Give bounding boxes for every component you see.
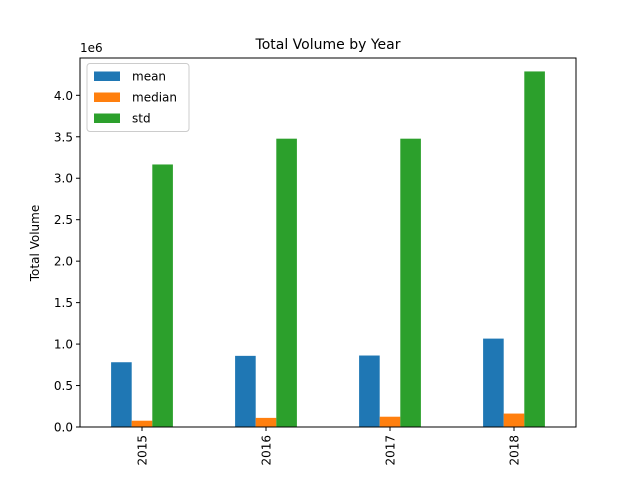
bar-median-2018	[503, 413, 525, 427]
x-axis-ticks: 2015 2016 2017 2018	[136, 427, 522, 466]
y-tick-label: 0.5	[54, 379, 73, 393]
y-tick-label: 2.0	[54, 255, 73, 269]
y-tick-label: 1.0	[54, 338, 73, 352]
bar-median-2017	[379, 416, 401, 427]
legend-label-median: median	[132, 91, 177, 105]
bar-median-2016	[255, 417, 277, 427]
bar-median-2015	[131, 420, 153, 427]
y-tick-label: 0.0	[54, 421, 73, 435]
bar-std-2017	[400, 138, 421, 427]
bar-mean-2018	[483, 338, 504, 427]
legend-swatch-median	[94, 92, 120, 102]
legend-swatch-std	[94, 113, 120, 123]
x-tick-label: 2017	[384, 435, 398, 466]
y-tick-label: 3.0	[54, 172, 73, 186]
y-axis-label: Total Volume	[28, 205, 42, 282]
bar-mean-2016	[235, 355, 256, 427]
y-tick-label: 4.0	[54, 89, 73, 103]
bar-std-2016	[276, 138, 297, 427]
y-axis-ticks: 0.0 0.5 1.0 1.5 2.0 2.5 3.0 3.5 4.0	[54, 89, 80, 435]
plot-frame	[79, 57, 577, 428]
x-tick-label: 2018	[508, 435, 522, 466]
y-tick-label: 2.5	[54, 213, 73, 227]
x-tick-label: 2016	[260, 435, 274, 466]
x-tick-label: 2015	[136, 435, 150, 466]
legend-label-mean: mean	[132, 70, 166, 84]
y-axis-scale-label: 1e6	[80, 41, 103, 55]
bar-std-2018	[524, 71, 545, 427]
legend: mean median std	[86, 63, 190, 132]
legend-label-std: std	[132, 112, 151, 126]
bar-std-2015	[152, 164, 173, 427]
y-tick-label: 1.5	[54, 296, 73, 310]
legend-swatch-mean	[94, 71, 120, 81]
bar-mean-2015	[111, 362, 132, 427]
bars-group	[111, 71, 545, 427]
y-tick-label: 3.5	[54, 130, 73, 144]
chart-title: Total Volume by Year	[255, 37, 401, 53]
bar-mean-2017	[359, 355, 380, 427]
